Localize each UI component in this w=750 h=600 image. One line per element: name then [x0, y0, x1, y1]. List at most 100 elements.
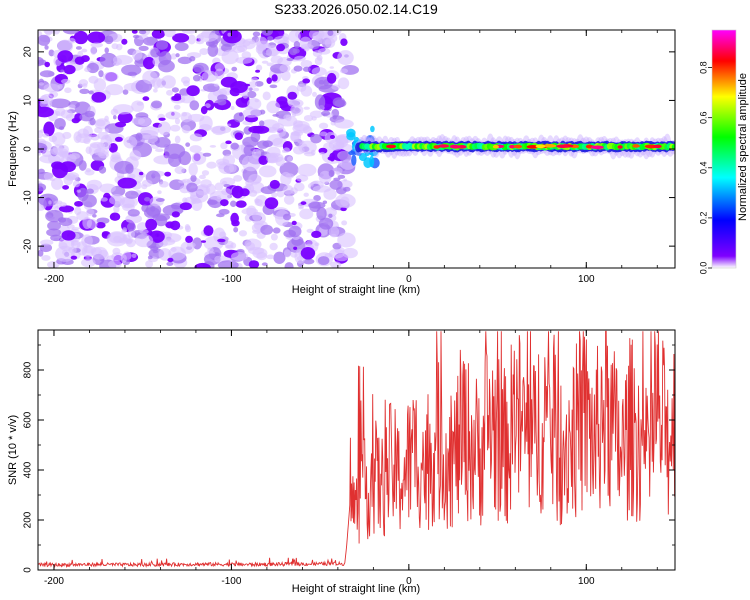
noise-blob: [111, 151, 121, 160]
noise-blob: [60, 109, 73, 119]
noise-blob: [329, 179, 343, 190]
noise-blob: [323, 142, 335, 151]
noise-blob: [255, 69, 261, 73]
noise-blob: [102, 71, 119, 82]
noise-blob: [283, 147, 290, 153]
noise-blob: [38, 183, 47, 192]
noise-blob: [336, 170, 341, 176]
noise-blob: [286, 57, 294, 62]
noise-blob: [171, 87, 179, 93]
noise-blob: [255, 44, 267, 51]
noise-blob: [181, 124, 191, 134]
noise-blob: [100, 197, 108, 202]
transition-blob: [346, 128, 356, 138]
noise-blob: [101, 231, 108, 237]
noise-blob: [188, 162, 198, 176]
noise-blob: [318, 170, 332, 184]
chart-title: S233.2026.050.02.14.C19: [274, 1, 438, 17]
signal-hotspot: [526, 145, 539, 149]
noise-blob: [91, 91, 107, 103]
noise-blob: [91, 246, 108, 260]
noise-blob: [139, 229, 149, 235]
noise-blob: [170, 53, 177, 60]
noise-blob: [225, 140, 232, 145]
noise-blob: [255, 64, 263, 71]
noise-blob: [43, 121, 55, 137]
noise-blob: [283, 194, 295, 205]
noise-blob: [230, 105, 235, 111]
noise-blob: [195, 40, 204, 45]
noise-blob: [222, 154, 236, 166]
noise-blob: [185, 142, 191, 147]
noise-blob: [230, 81, 248, 94]
noise-blob: [62, 185, 70, 190]
noise-blob: [313, 195, 321, 202]
noise-blob: [335, 193, 356, 208]
noise-blob: [182, 80, 190, 87]
noise-blob: [329, 152, 336, 162]
noise-blob: [213, 83, 219, 87]
noise-blob: [233, 112, 245, 123]
noise-blob: [116, 43, 123, 51]
noise-blob: [241, 154, 261, 172]
noise-blob: [114, 121, 127, 128]
noise-blob: [308, 201, 326, 209]
noise-blob: [103, 141, 111, 150]
noise-blob: [233, 226, 239, 233]
spectrogram-ytick-label: -20: [23, 238, 34, 253]
noise-blob: [57, 39, 74, 54]
noise-blob: [277, 127, 287, 137]
noise-blob: [262, 91, 271, 101]
noise-blob: [152, 250, 159, 254]
noise-blob: [203, 225, 214, 236]
noise-blob: [57, 50, 74, 63]
noise-blob: [303, 45, 310, 52]
noise-blob: [122, 234, 131, 243]
noise-blob: [112, 104, 134, 115]
noise-blob: [343, 178, 347, 182]
transition-blob: [348, 150, 357, 156]
noise-blob: [78, 160, 87, 171]
signal-hotspot: [508, 144, 516, 149]
noise-blob: [199, 115, 213, 131]
noise-blob: [248, 81, 258, 88]
noise-blob: [84, 110, 95, 118]
noise-blob: [339, 68, 349, 74]
noise-blob: [269, 242, 278, 251]
noise-blob: [309, 110, 324, 118]
noise-blob: [39, 70, 55, 78]
noise-blob: [201, 170, 210, 176]
noise-blob: [217, 238, 226, 243]
signal-hotspot: [437, 144, 450, 148]
noise-blob: [214, 182, 224, 191]
noise-blob: [90, 46, 97, 55]
signal-hotspot: [450, 145, 461, 149]
noise-blob: [332, 167, 343, 174]
noise-blob: [169, 220, 181, 231]
noise-blob: [38, 249, 44, 257]
noise-blob: [141, 204, 149, 212]
noise-blob: [189, 100, 200, 111]
noise-blob: [43, 172, 54, 181]
noise-blob: [132, 34, 140, 39]
noise-blob: [88, 90, 94, 95]
noise-blob: [166, 89, 173, 96]
snr-xlabel: Height of straight line (km): [292, 583, 420, 595]
noise-blob: [312, 91, 317, 97]
noise-blob: [95, 222, 106, 229]
noise-blob: [192, 74, 201, 82]
noise-blob: [185, 235, 193, 244]
noise-blob: [207, 43, 219, 57]
noise-blob: [178, 151, 192, 166]
noise-blob: [63, 64, 76, 75]
noise-blob: [85, 168, 91, 173]
noise-blob: [155, 198, 165, 203]
noise-blob: [242, 93, 249, 99]
noise-blob: [308, 30, 325, 40]
noise-blob: [256, 252, 268, 261]
noise-blob: [83, 125, 93, 138]
noise-blob: [109, 195, 123, 205]
noise-blob: [179, 202, 192, 211]
noise-blob: [72, 180, 81, 188]
noise-blob: [184, 223, 190, 231]
